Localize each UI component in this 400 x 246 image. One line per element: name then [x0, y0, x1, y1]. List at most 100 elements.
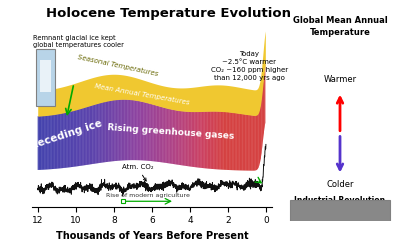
Polygon shape	[42, 116, 43, 170]
Polygon shape	[131, 100, 132, 160]
Polygon shape	[217, 111, 218, 169]
Polygon shape	[109, 101, 110, 162]
Polygon shape	[110, 100, 111, 162]
Polygon shape	[61, 113, 62, 168]
Polygon shape	[238, 113, 239, 170]
Polygon shape	[116, 100, 117, 161]
Polygon shape	[258, 110, 259, 168]
Polygon shape	[108, 101, 109, 162]
Polygon shape	[90, 105, 91, 164]
Polygon shape	[153, 104, 154, 161]
Polygon shape	[209, 111, 210, 169]
Polygon shape	[139, 101, 140, 160]
Polygon shape	[159, 106, 160, 162]
Polygon shape	[56, 114, 57, 169]
Polygon shape	[142, 102, 143, 160]
Polygon shape	[235, 113, 236, 170]
Polygon shape	[165, 108, 166, 163]
Polygon shape	[201, 111, 202, 168]
Polygon shape	[243, 114, 244, 170]
Polygon shape	[189, 111, 190, 167]
Polygon shape	[185, 111, 186, 166]
Polygon shape	[200, 111, 201, 168]
Polygon shape	[40, 116, 41, 170]
Polygon shape	[129, 100, 130, 160]
Polygon shape	[84, 107, 85, 165]
Polygon shape	[121, 99, 122, 161]
Polygon shape	[228, 112, 229, 170]
Polygon shape	[122, 99, 123, 160]
Polygon shape	[176, 110, 177, 165]
Polygon shape	[97, 103, 98, 163]
Polygon shape	[95, 104, 96, 164]
Polygon shape	[167, 108, 168, 163]
Polygon shape	[222, 111, 223, 170]
Polygon shape	[64, 112, 65, 168]
Polygon shape	[81, 108, 82, 166]
Polygon shape	[80, 108, 81, 166]
Text: Rising greenhouse gases: Rising greenhouse gases	[107, 123, 235, 141]
Polygon shape	[157, 106, 158, 162]
Polygon shape	[88, 106, 89, 165]
Polygon shape	[170, 109, 171, 164]
Polygon shape	[69, 111, 70, 167]
Polygon shape	[111, 100, 112, 161]
Polygon shape	[236, 113, 237, 170]
Text: Holocene Temperature Evolution: Holocene Temperature Evolution	[46, 7, 290, 20]
Polygon shape	[72, 111, 73, 167]
Polygon shape	[136, 100, 137, 160]
Polygon shape	[206, 111, 207, 169]
Polygon shape	[232, 112, 233, 170]
Polygon shape	[175, 110, 176, 164]
Polygon shape	[244, 114, 245, 170]
Polygon shape	[93, 105, 94, 164]
Polygon shape	[123, 99, 124, 160]
Polygon shape	[231, 112, 232, 170]
Text: Colder: Colder	[326, 180, 354, 189]
Polygon shape	[85, 107, 86, 165]
Polygon shape	[241, 114, 242, 170]
Polygon shape	[137, 100, 138, 160]
Polygon shape	[198, 111, 199, 168]
Polygon shape	[234, 113, 235, 170]
Polygon shape	[49, 115, 50, 169]
Text: Mean Annual Temperatures: Mean Annual Temperatures	[94, 83, 190, 106]
Polygon shape	[254, 115, 255, 171]
Polygon shape	[240, 114, 241, 170]
Polygon shape	[253, 115, 254, 171]
Polygon shape	[199, 111, 200, 168]
Text: Rise of modern agriculture: Rise of modern agriculture	[106, 193, 190, 198]
Polygon shape	[169, 109, 170, 163]
Polygon shape	[162, 107, 163, 163]
Polygon shape	[247, 115, 248, 170]
Polygon shape	[50, 115, 51, 169]
Polygon shape	[86, 107, 87, 165]
Polygon shape	[242, 114, 243, 170]
Polygon shape	[158, 106, 159, 162]
Polygon shape	[60, 113, 61, 168]
Polygon shape	[184, 111, 185, 166]
Polygon shape	[71, 111, 72, 167]
Polygon shape	[63, 113, 64, 168]
Polygon shape	[46, 115, 47, 169]
Polygon shape	[221, 111, 222, 170]
Polygon shape	[264, 65, 265, 127]
Polygon shape	[204, 111, 205, 168]
Polygon shape	[168, 108, 169, 163]
Polygon shape	[106, 101, 107, 162]
Polygon shape	[212, 111, 213, 169]
Polygon shape	[62, 113, 63, 168]
Polygon shape	[82, 108, 83, 166]
Polygon shape	[70, 111, 71, 167]
Polygon shape	[87, 106, 88, 165]
Polygon shape	[126, 99, 127, 160]
Polygon shape	[66, 112, 67, 168]
Polygon shape	[214, 111, 215, 169]
Polygon shape	[256, 115, 257, 170]
Polygon shape	[141, 101, 142, 160]
Polygon shape	[89, 106, 90, 165]
Polygon shape	[181, 111, 182, 165]
Polygon shape	[180, 111, 181, 165]
Polygon shape	[144, 102, 145, 161]
Polygon shape	[135, 100, 136, 160]
